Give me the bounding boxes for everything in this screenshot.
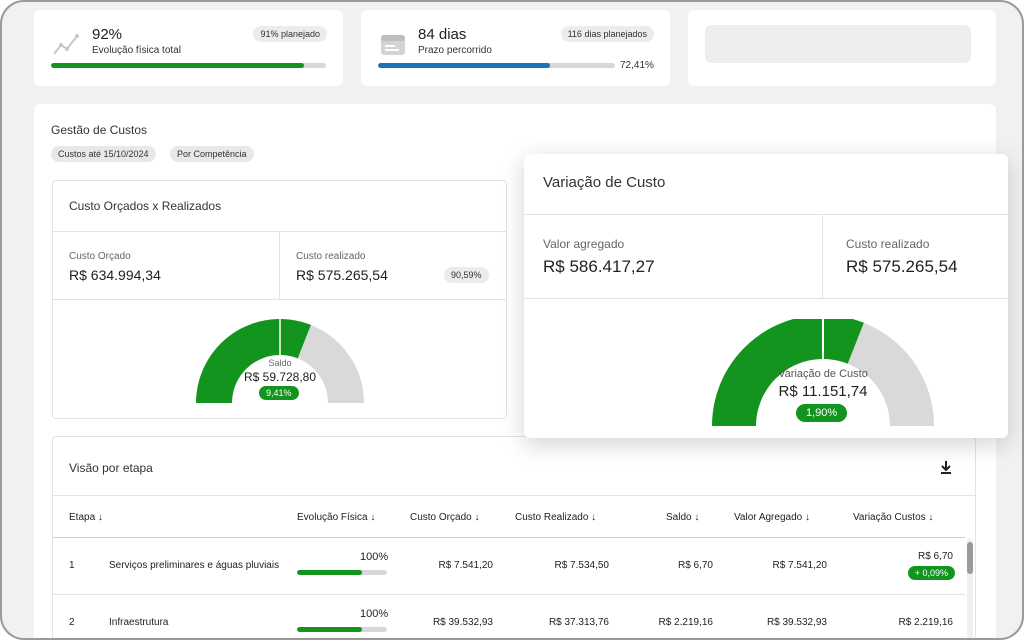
cost-management-title: Gestão de Custos	[51, 123, 148, 137]
trend-line-icon	[53, 34, 79, 55]
kpi-schedule-label: Prazo percorrido	[418, 45, 492, 56]
stage-evolution-fill	[297, 627, 362, 632]
stage-saldo: R$ 6,70	[677, 560, 713, 571]
budget-vs-actual-card: Custo Orçados x Realizados Custo Orçado …	[52, 180, 507, 419]
calendar-icon	[381, 35, 405, 55]
popup-realizado-label: Custo realizado	[846, 237, 930, 251]
stage-view-card: Visão por etapa Etapa ↓ Evolução Física …	[52, 436, 976, 638]
variation-percent-badge: 1,90%	[796, 404, 848, 422]
divider	[524, 298, 1008, 299]
column-header-evolucao[interactable]: Evolução Física ↓	[297, 512, 376, 523]
stage-evolution: 100%	[360, 608, 389, 620]
column-header-variacao[interactable]: Variação Custos ↓	[853, 512, 934, 523]
column-header-agregado[interactable]: Valor Agregado ↓	[734, 512, 810, 523]
stage-realizado: R$ 37.313,76	[548, 617, 609, 628]
filter-tag-competence[interactable]: Por Competência	[170, 146, 254, 162]
variation-label: Variação de Custo	[778, 368, 868, 380]
realizado-label: Custo realizado	[296, 251, 366, 262]
kpi-physical-progress	[51, 63, 326, 68]
column-header-realizado[interactable]: Custo Realizado ↓	[515, 512, 597, 523]
realizado-percent-badge: 90,59%	[444, 267, 489, 283]
popup-realizado-value: R$ 575.265,54	[846, 257, 958, 276]
table-scrollbar[interactable]	[967, 538, 973, 638]
divider	[524, 214, 1008, 215]
sort-arrow-icon: ↓	[804, 512, 810, 523]
stage-evolution-bar	[297, 627, 387, 632]
stage-view-title: Visão por etapa	[69, 461, 153, 475]
stage-evolution-fill	[297, 570, 362, 575]
sort-arrow-icon: ↓	[928, 512, 934, 523]
divider	[53, 299, 506, 300]
sort-arrow-icon: ↓	[97, 512, 103, 523]
sort-arrow-icon: ↓	[370, 512, 376, 523]
stage-name: Serviços preliminares e águas pluviais	[109, 560, 280, 571]
cost-variation-popup: Variação de Custo Valor agregado R$ 586.…	[524, 154, 1008, 438]
saldo-gauge	[196, 319, 364, 403]
orcado-value: R$ 634.994,34	[69, 267, 161, 283]
table-row[interactable]: 1 Serviços preliminares e águas pluviais…	[53, 538, 965, 594]
stage-saldo: R$ 2.219,16	[658, 617, 714, 628]
stage-variacao: R$ 2.219,16	[898, 617, 954, 628]
stage-realizado: R$ 7.534,50	[554, 560, 610, 571]
table-row[interactable]: 2 Infraestrutura 100% R$ 39.532,93 R$ 37…	[53, 595, 965, 638]
kpi-physical-progress-fill	[51, 63, 304, 68]
stage-name: Infraestrutura	[109, 617, 169, 628]
sort-arrow-icon: ↓	[591, 512, 597, 523]
popup-title: Variação de Custo	[543, 174, 666, 191]
download-icon[interactable]	[939, 459, 953, 475]
sort-arrow-icon: ↓	[694, 512, 700, 523]
saldo-percent-badge: 9,41%	[259, 386, 299, 400]
stage-agregado: R$ 39.532,93	[766, 617, 827, 628]
orcado-label: Custo Orçado	[69, 251, 131, 262]
kpi-card-schedule: 84 dias Prazo percorrido 116 dias planej…	[361, 10, 670, 86]
column-header-etapa[interactable]: Etapa ↓	[69, 512, 103, 523]
sort-arrow-icon: ↓	[474, 512, 480, 523]
agregado-label: Valor agregado	[543, 237, 625, 251]
scrollbar-thumb[interactable]	[967, 542, 973, 574]
kpi-schedule-value: 84 dias	[418, 26, 467, 43]
stage-agregado: R$ 7.541,20	[772, 560, 828, 571]
divider	[53, 537, 965, 538]
column-header-orcado[interactable]: Custo Orçado ↓	[410, 512, 480, 523]
gauge-fill	[196, 319, 311, 403]
variation-gauge	[712, 319, 934, 426]
kpi-physical-badge: 91% planejado	[253, 26, 327, 42]
stage-number: 1	[69, 560, 75, 571]
kpi-card-placeholder	[688, 10, 996, 86]
stage-evolution: 100%	[360, 551, 389, 563]
stage-number: 2	[69, 617, 75, 628]
column-header-saldo[interactable]: Saldo ↓	[666, 512, 700, 523]
kpi-schedule-progress	[378, 63, 615, 68]
stage-evolution-bar	[297, 570, 387, 575]
gauge-fill	[712, 319, 864, 426]
kpi-card-physical: 92% Evolução física total 91% planejado	[34, 10, 343, 86]
kpi-schedule-progress-fill	[378, 63, 550, 68]
filter-tag-date[interactable]: Custos até 15/10/2024	[51, 146, 156, 162]
saldo-label: Saldo	[268, 358, 292, 368]
kpi-physical-label: Evolução física total	[92, 45, 181, 56]
stage-orcado: R$ 7.541,20	[438, 560, 494, 571]
variation-value: R$ 11.151,74	[778, 383, 868, 400]
divider	[822, 214, 823, 298]
kpi-schedule-percent: 72,41%	[620, 60, 654, 71]
budget-card-title: Custo Orçados x Realizados	[69, 199, 222, 213]
stage-variacao-badge: + 0,09%	[907, 566, 955, 580]
stage-variacao: R$ 6,70	[917, 551, 953, 562]
divider	[53, 594, 965, 595]
kpi-physical-value: 92%	[92, 26, 123, 43]
agregado-value: R$ 586.417,27	[543, 257, 655, 276]
skeleton-block	[705, 25, 971, 63]
realizado-value: R$ 575.265,54	[296, 267, 388, 283]
kpi-schedule-badge: 116 dias planejados	[560, 26, 654, 42]
divider	[53, 495, 975, 496]
stage-orcado: R$ 39.532,93	[432, 617, 493, 628]
saldo-value: R$ 59.728,80	[243, 370, 317, 384]
divider	[279, 231, 280, 299]
